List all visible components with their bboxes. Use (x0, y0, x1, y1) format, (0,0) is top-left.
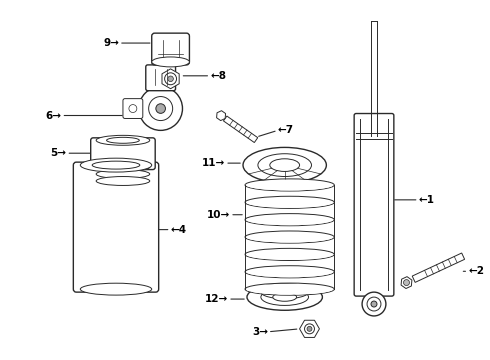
Circle shape (371, 301, 377, 307)
Circle shape (168, 76, 173, 82)
Ellipse shape (246, 266, 333, 277)
Text: 3→: 3→ (252, 327, 268, 337)
FancyBboxPatch shape (123, 99, 143, 118)
Ellipse shape (258, 154, 312, 176)
Circle shape (367, 297, 381, 311)
Polygon shape (217, 111, 225, 121)
Circle shape (156, 104, 166, 113)
Text: 9→: 9→ (103, 38, 119, 48)
Ellipse shape (107, 137, 139, 143)
Ellipse shape (92, 161, 140, 169)
FancyBboxPatch shape (354, 113, 394, 296)
Ellipse shape (246, 249, 333, 260)
Circle shape (139, 87, 182, 130)
Circle shape (305, 324, 315, 334)
Text: ←4: ←4 (171, 225, 187, 235)
Polygon shape (258, 167, 312, 186)
Circle shape (165, 73, 176, 85)
Ellipse shape (247, 284, 322, 310)
FancyBboxPatch shape (91, 138, 155, 170)
Ellipse shape (96, 163, 150, 172)
Circle shape (362, 292, 386, 316)
Text: ←7: ←7 (278, 125, 294, 135)
Ellipse shape (80, 158, 152, 172)
Ellipse shape (96, 170, 150, 179)
Text: 11→: 11→ (202, 158, 225, 168)
FancyBboxPatch shape (152, 33, 190, 65)
Circle shape (148, 96, 172, 121)
Polygon shape (401, 276, 412, 288)
FancyBboxPatch shape (74, 162, 159, 292)
Ellipse shape (261, 289, 309, 305)
Circle shape (129, 105, 137, 113)
Text: 5→: 5→ (50, 148, 66, 158)
Ellipse shape (270, 159, 299, 171)
Polygon shape (299, 320, 319, 337)
Ellipse shape (246, 284, 333, 295)
Polygon shape (162, 69, 179, 89)
Ellipse shape (246, 179, 333, 190)
Ellipse shape (96, 176, 150, 185)
Polygon shape (223, 116, 258, 143)
Circle shape (404, 280, 410, 285)
Text: ←8: ←8 (210, 71, 226, 81)
Ellipse shape (243, 147, 326, 183)
Ellipse shape (246, 197, 333, 208)
Text: 6→: 6→ (46, 111, 61, 121)
Text: ←1: ←1 (418, 195, 435, 205)
Ellipse shape (246, 214, 333, 225)
Text: 12→: 12→ (205, 294, 228, 304)
Ellipse shape (96, 135, 150, 145)
Ellipse shape (246, 231, 333, 243)
Ellipse shape (273, 293, 296, 301)
Polygon shape (412, 253, 465, 282)
Ellipse shape (152, 57, 190, 67)
Text: ←2: ←2 (468, 266, 484, 276)
Ellipse shape (261, 285, 309, 299)
Circle shape (307, 327, 312, 331)
Ellipse shape (80, 283, 152, 295)
FancyBboxPatch shape (146, 65, 175, 91)
Text: 10→: 10→ (207, 210, 230, 220)
